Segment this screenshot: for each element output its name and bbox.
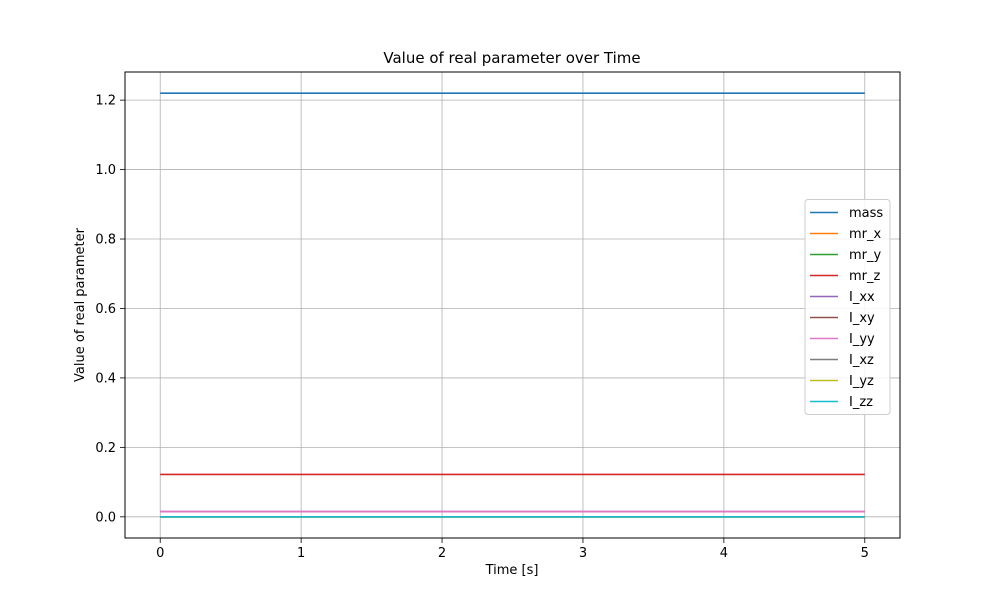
- y-tick-label: 0.4: [95, 371, 116, 386]
- y-tick-label: 0.2: [95, 441, 116, 456]
- legend-label: mr_x: [849, 227, 882, 242]
- x-axis-label: Time [s]: [485, 563, 539, 578]
- x-tick-label: 2: [438, 546, 446, 561]
- legend-label: I_zz: [849, 395, 873, 410]
- x-tick-label: 4: [720, 546, 728, 561]
- plot-frame: [124, 71, 901, 539]
- y-tick-label: 0.0: [95, 510, 116, 525]
- y-tick-label: 0.6: [95, 302, 116, 317]
- legend-label: I_xx: [849, 290, 875, 305]
- legend-label: mr_y: [849, 248, 882, 263]
- x-tick-label: 0: [156, 546, 164, 561]
- legend-label: mr_z: [849, 269, 881, 284]
- legend-label: I_xz: [849, 353, 874, 368]
- legend-label: I_yy: [849, 332, 875, 347]
- legend-label: mass: [849, 206, 883, 221]
- y-tick-label: 1.0: [95, 163, 116, 178]
- series-lines: [160, 92, 865, 518]
- y-tick-label: 0.8: [95, 233, 116, 248]
- x-tick-label: 5: [861, 546, 869, 561]
- x-tick-label: 1: [297, 546, 305, 561]
- y-tick-label: 1.2: [95, 94, 116, 109]
- legend: mass mr_x mr_y mr_z I_xx I_xy I_yy I_xz I_yz I_zz: [804, 199, 891, 415]
- y-axis-label: Value of real parameter: [73, 227, 88, 382]
- chart-title: Value of real parameter over Time: [383, 49, 640, 67]
- legend-label: I_xy: [849, 311, 875, 326]
- axis-ticks: 0 1 2 3 4 5 0.0 0.2 0.4 0.6 0.8 1.0 1.2: [95, 94, 869, 561]
- x-tick-label: 3: [579, 546, 587, 561]
- legend-box: [804, 199, 891, 415]
- legend-label: I_yz: [849, 374, 874, 389]
